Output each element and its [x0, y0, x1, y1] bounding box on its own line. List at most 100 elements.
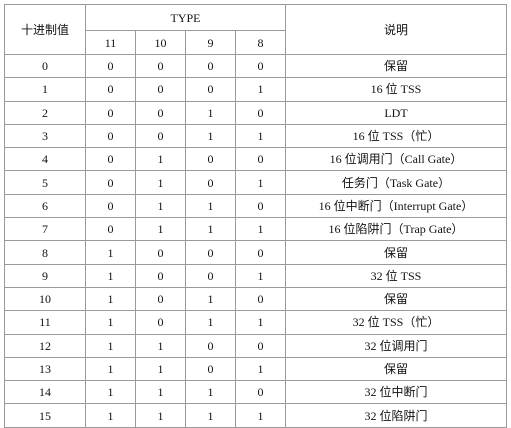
bit-11-cell: 1: [85, 286, 136, 312]
bit-11-cell: 0: [85, 77, 136, 102]
bit-9-cell: 0: [185, 263, 236, 288]
bit-10-cell: 0: [135, 77, 186, 102]
decimal-cell: 4: [4, 147, 86, 172]
bit-9-cell: 0: [185, 356, 236, 382]
bit-9-cell: 1: [185, 123, 236, 149]
header-type: TYPE: [85, 4, 286, 31]
table-row: 11 1 0 1 1 32 位 TSS（忙）: [4, 310, 507, 335]
decimal-cell: 11: [4, 310, 86, 335]
bit-11-cell: 1: [85, 263, 136, 288]
description-cell: 32 位中断门: [285, 380, 507, 405]
header-row: 十进制值 TYPE 说明: [4, 4, 507, 55]
bit-11-cell: 1: [85, 240, 136, 265]
table-body: 0 0 0 0 0 保留 1 0 0 0 1 16 位 TSS 2 0 0 1 0 LDT 3 0 0 1 1 16 位 TS…: [4, 53, 507, 428]
description-cell: 16 位调用门（Call Gate）: [285, 147, 507, 172]
bit-11-cell: 1: [85, 333, 136, 358]
bit-8-cell: 1: [235, 123, 286, 149]
description-cell: 任务门（Task Gate）: [285, 170, 507, 195]
description-cell: 16 位中断门（Interrupt Gate）: [285, 193, 507, 219]
header-description: 说明: [285, 4, 507, 55]
table-row: 4 0 1 0 0 16 位调用门（Call Gate）: [4, 147, 507, 172]
bit-8-cell: 1: [235, 77, 286, 102]
header-bit-10: 10: [135, 30, 186, 55]
table-row: 7 0 1 1 1 16 位陷阱门（Trap Gate）: [4, 217, 507, 242]
table-row: 0 0 0 0 0 保留: [4, 53, 507, 79]
description-cell: 保留: [285, 286, 507, 312]
description-cell: 32 位陷阱门: [285, 403, 507, 428]
decimal-cell: 8: [4, 240, 86, 265]
table-row: 13 1 1 0 1 保留: [4, 356, 507, 382]
document-page: 十进制值 TYPE 说明 11 10 9 8 0 0 0 0 0 保留 1 0 0 0 1 16 位 …: [4, 4, 507, 428]
bit-8-cell: 0: [235, 380, 286, 405]
bit-11-cell: 0: [85, 147, 136, 172]
bit-10-cell: 0: [135, 263, 186, 288]
bit-9-cell: 0: [185, 170, 236, 195]
bit-8-cell: 1: [235, 310, 286, 335]
bit-11-cell: 0: [85, 100, 136, 125]
decimal-cell: 15: [4, 403, 86, 428]
table-row: 14 1 1 1 0 32 位中断门: [4, 380, 507, 405]
table-row: 5 0 1 0 1 任务门（Task Gate）: [4, 170, 507, 195]
bit-11-cell: 0: [85, 170, 136, 195]
bit-10-cell: 1: [135, 380, 186, 405]
bit-10-cell: 1: [135, 333, 186, 358]
description-cell: 32 位 TSS（忙）: [285, 310, 507, 335]
bit-9-cell: 1: [185, 380, 236, 405]
bit-10-cell: 1: [135, 217, 186, 242]
bit-8-cell: 0: [235, 286, 286, 312]
table-row: 6 0 1 1 0 16 位中断门（Interrupt Gate）: [4, 193, 507, 219]
header-decimal: 十进制值: [4, 4, 86, 55]
decimal-cell: 0: [4, 53, 86, 79]
bit-8-cell: 0: [235, 53, 286, 79]
bit-10-cell: 1: [135, 170, 186, 195]
bit-9-cell: 0: [185, 53, 236, 79]
decimal-cell: 5: [4, 170, 86, 195]
description-cell: LDT: [285, 100, 507, 125]
description-cell: 16 位 TSS（忙）: [285, 123, 507, 149]
decimal-cell: 7: [4, 217, 86, 242]
table-row: 10 1 0 1 0 保留: [4, 286, 507, 312]
bit-10-cell: 0: [135, 100, 186, 125]
table-row: 8 1 0 0 0 保留: [4, 240, 507, 265]
bit-9-cell: 0: [185, 333, 236, 358]
description-cell: 16 位陷阱门（Trap Gate）: [285, 217, 507, 242]
bit-9-cell: 1: [185, 217, 236, 242]
header-bit-9: 9: [185, 30, 236, 55]
decimal-cell: 9: [4, 263, 86, 288]
bit-8-cell: 1: [235, 170, 286, 195]
bit-8-cell: 0: [235, 147, 286, 172]
description-cell: 保留: [285, 240, 507, 265]
description-cell: 32 位调用门: [285, 333, 507, 358]
decimal-cell: 12: [4, 333, 86, 358]
bit-9-cell: 1: [185, 193, 236, 219]
bit-10-cell: 1: [135, 147, 186, 172]
bit-11-cell: 0: [85, 123, 136, 149]
bit-11-cell: 1: [85, 380, 136, 405]
bit-10-cell: 0: [135, 53, 186, 79]
decimal-cell: 2: [4, 100, 86, 125]
bit-9-cell: 1: [185, 310, 236, 335]
bit-10-cell: 1: [135, 403, 186, 428]
bit-9-cell: 0: [185, 77, 236, 102]
description-cell: 保留: [285, 53, 507, 79]
bit-10-cell: 0: [135, 310, 186, 335]
bit-11-cell: 0: [85, 193, 136, 219]
decimal-cell: 3: [4, 123, 86, 149]
header-bit-8: 8: [235, 30, 286, 55]
bit-10-cell: 0: [135, 240, 186, 265]
bit-9-cell: 0: [185, 240, 236, 265]
table-row: 1 0 0 0 1 16 位 TSS: [4, 77, 507, 102]
header-bits-row: 11 10 9 8: [5, 30, 507, 55]
table-row: 9 1 0 0 1 32 位 TSS: [4, 263, 507, 288]
description-cell: 16 位 TSS: [285, 77, 507, 102]
bit-11-cell: 1: [85, 356, 136, 382]
bit-10-cell: 1: [135, 193, 186, 219]
decimal-cell: 10: [4, 286, 86, 312]
bit-9-cell: 1: [185, 286, 236, 312]
description-cell: 保留: [285, 356, 507, 382]
description-cell: 32 位 TSS: [285, 263, 507, 288]
decimal-cell: 6: [4, 193, 86, 219]
type-table: 十进制值 TYPE 说明 11 10 9 8 0 0 0 0 0 保留 1 0 0 0 1 16 位 …: [4, 4, 507, 428]
table-row: 12 1 1 0 0 32 位调用门: [4, 333, 507, 358]
bit-10-cell: 0: [135, 123, 186, 149]
